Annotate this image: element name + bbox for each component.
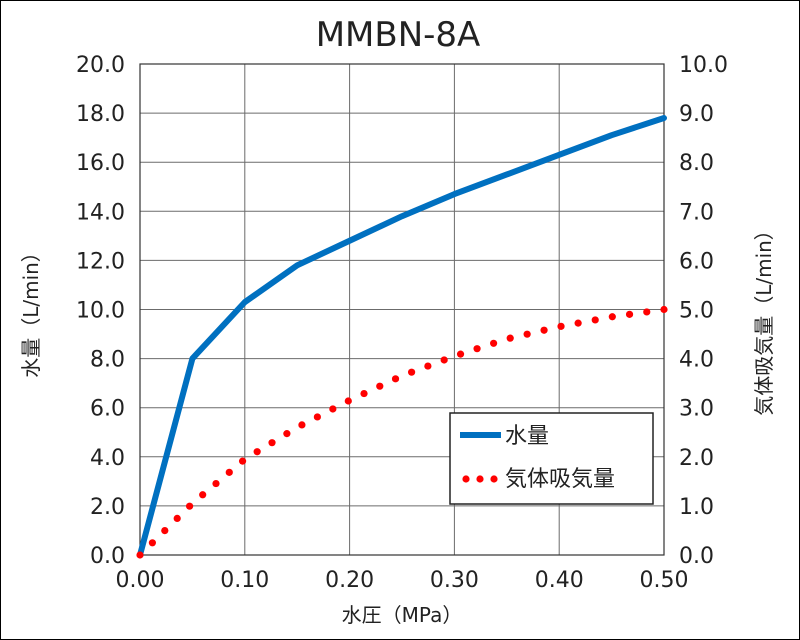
gas-dot xyxy=(574,319,582,327)
gas-dot xyxy=(643,308,651,316)
x-tick-label: 0.20 xyxy=(325,568,374,593)
gas-dot xyxy=(199,491,207,499)
gas-dot xyxy=(173,514,181,523)
gas-dot xyxy=(625,310,634,318)
gas-dot xyxy=(456,350,465,358)
gas-dot xyxy=(473,345,481,353)
y-tick-label: 2.0 xyxy=(90,495,125,520)
y-tick-label: 12.0 xyxy=(76,249,125,274)
legend-gas-dot xyxy=(462,475,470,483)
x-tick-label: 0.00 xyxy=(116,568,165,593)
gas-dot xyxy=(523,330,531,338)
gas-dot xyxy=(253,448,261,456)
legend-label-water: 水量 xyxy=(505,424,549,449)
y-tick-label: 6.0 xyxy=(90,397,125,422)
y2-tick-label: 2.0 xyxy=(679,446,714,471)
gas-dot xyxy=(376,382,384,390)
gas-dot xyxy=(225,468,233,476)
legend-gas-dot xyxy=(476,475,484,483)
y2-tick-label: 0.0 xyxy=(679,544,714,569)
gas-dot xyxy=(360,389,368,398)
y-tick-label: 20.0 xyxy=(76,53,125,78)
gas-dot xyxy=(161,527,169,535)
y2-tick-label: 5.0 xyxy=(679,299,714,324)
legend: 水量 気体吸気量 xyxy=(449,412,654,505)
gas-dot xyxy=(136,551,144,559)
gas-dot xyxy=(424,362,432,370)
gas-dot xyxy=(440,356,448,364)
x-tick-labels: 0.00 0.10 0.20 0.30 0.40 0.50 xyxy=(116,568,689,593)
gas-dot xyxy=(185,502,194,510)
x-axis-label: 水圧（MPa） xyxy=(342,603,463,627)
y-tick-label: 0.0 xyxy=(90,544,125,569)
gas-dot xyxy=(490,339,498,347)
legend-swatch-gas xyxy=(462,475,498,483)
x-tick-label: 0.10 xyxy=(220,568,269,593)
y-tick-label: 8.0 xyxy=(90,348,125,373)
gas-dot xyxy=(344,397,352,405)
y2-tick-label: 9.0 xyxy=(679,102,714,127)
y-axis-label: 水量（L/min） xyxy=(19,242,43,378)
y2-tick-labels: 0.0 1.0 2.0 3.0 4.0 5.0 6.0 7.0 8.0 9.0 10.0 xyxy=(679,53,728,569)
x-tick-label: 0.40 xyxy=(535,568,584,593)
gas-dot xyxy=(407,368,416,376)
gas-dot xyxy=(506,334,514,342)
y-tick-label: 16.0 xyxy=(76,151,125,176)
y-tick-label: 14.0 xyxy=(76,200,125,225)
gas-dot xyxy=(238,457,247,465)
gas-dot xyxy=(313,413,321,421)
legend-gas-dot xyxy=(490,475,498,483)
series-group xyxy=(136,115,668,559)
gas-dot xyxy=(557,322,565,330)
legend-box xyxy=(449,412,654,505)
gas-dot xyxy=(608,313,616,321)
gas-dot xyxy=(540,326,548,334)
y2-tick-label: 4.0 xyxy=(679,348,714,373)
gas-dot xyxy=(391,375,400,383)
gas-dot xyxy=(298,421,306,429)
x-tick-label: 0.50 xyxy=(640,568,689,593)
y2-tick-label: 3.0 xyxy=(679,397,714,422)
y-tick-label: 4.0 xyxy=(90,446,125,471)
gas-dot xyxy=(660,305,668,314)
gas-dot xyxy=(283,430,291,438)
y2-tick-label: 6.0 xyxy=(679,249,714,274)
chart-title: MMBN-8A xyxy=(316,15,481,55)
gas-dot xyxy=(329,405,337,413)
gas-dot xyxy=(212,479,220,488)
y-tick-label: 18.0 xyxy=(76,102,125,127)
y2-tick-label: 10.0 xyxy=(679,53,728,78)
legend-label-gas: 気体吸気量 xyxy=(505,467,615,492)
gas-dot xyxy=(148,539,156,547)
gas-dot xyxy=(591,316,599,324)
gas-dot xyxy=(268,439,276,447)
x-tick-label: 0.30 xyxy=(430,568,479,593)
y2-axis-label: 気体吸気量（L/min） xyxy=(752,220,776,416)
y2-tick-label: 1.0 xyxy=(679,495,714,520)
y2-tick-label: 7.0 xyxy=(679,200,714,225)
y-tick-label: 10.0 xyxy=(76,299,125,324)
y2-tick-label: 8.0 xyxy=(679,151,714,176)
y-tick-labels: 0.0 2.0 4.0 6.0 8.0 10.0 12.0 14.0 16.0 18.0 20.0 xyxy=(76,53,125,569)
